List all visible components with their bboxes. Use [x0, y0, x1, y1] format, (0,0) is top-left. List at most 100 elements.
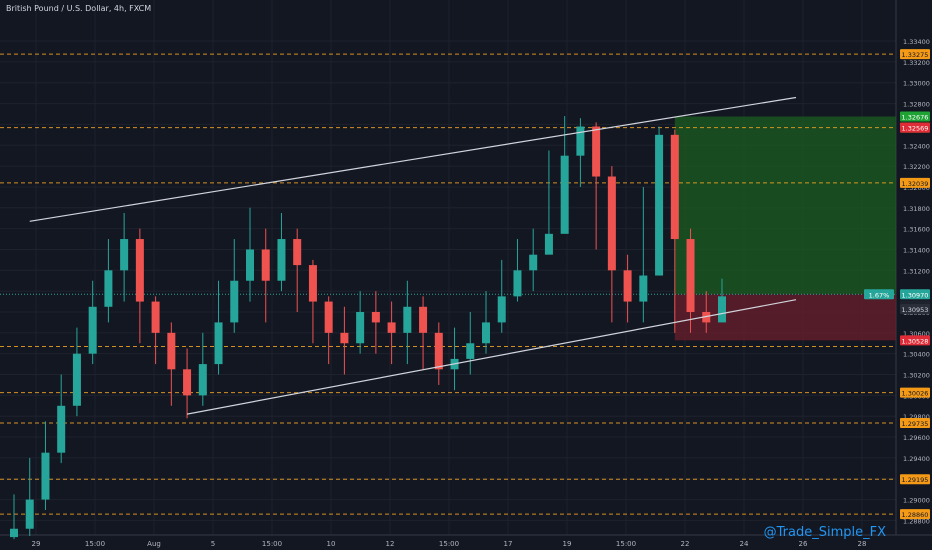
x-tick-label: 22	[681, 540, 690, 548]
candle-body[interactable]	[686, 239, 695, 312]
target-price-tag-text: 1.32676	[902, 113, 929, 121]
candle-body[interactable]	[607, 176, 616, 271]
candle-body[interactable]	[72, 353, 81, 406]
candle-body[interactable]	[41, 452, 50, 500]
candle-body[interactable]	[198, 364, 207, 396]
level-price-tag	[900, 177, 930, 188]
candle-body[interactable]	[277, 239, 286, 281]
target-price-tag	[900, 111, 930, 122]
x-tick-label: 15:00	[616, 540, 636, 548]
x-tick-label: 29	[32, 540, 41, 548]
y-tick-label: 1.30200	[903, 372, 930, 380]
candle-body[interactable]	[576, 126, 585, 156]
current-price-tag-text: 1.30970	[902, 291, 929, 299]
neutral-price-tag	[900, 304, 930, 315]
y-tick-label: 1.32000	[903, 184, 930, 192]
level-price-tag-text: 1.29195	[902, 476, 929, 484]
candle-body[interactable]	[639, 275, 648, 302]
y-tick-label: 1.28800	[903, 517, 930, 525]
level-price-tag	[900, 474, 930, 485]
y-tick-label: 1.31800	[903, 205, 930, 213]
level-price-tag-text: 1.29735	[902, 420, 929, 428]
stop-price-tag-text: 1.32569	[902, 125, 929, 133]
candle-body[interactable]	[403, 306, 412, 333]
y-tick-label: 1.33000	[903, 80, 930, 88]
candle-body[interactable]	[104, 270, 113, 307]
symbol-title[interactable]: British Pound / U.S. Dollar, 4h, FXCM	[6, 4, 152, 13]
candle-body[interactable]	[88, 306, 97, 354]
candle-body[interactable]	[623, 270, 632, 302]
candle-body[interactable]	[497, 296, 506, 323]
current-price-tag	[900, 289, 930, 300]
y-tick-label: 1.29800	[903, 413, 930, 421]
candle-body[interactable]	[560, 155, 569, 234]
candle-body[interactable]	[246, 249, 254, 281]
candle-body[interactable]	[135, 239, 144, 302]
y-tick-label: 1.29600	[903, 434, 930, 442]
level-price-tag-text: 1.32039	[902, 180, 929, 188]
candle-body[interactable]	[670, 134, 679, 240]
y-tick-label: 1.31200	[903, 267, 930, 275]
candle-body[interactable]	[702, 311, 711, 323]
neutral-price-tag-text: 1.30953	[902, 306, 929, 314]
y-tick-label: 1.32200	[903, 163, 930, 171]
x-tick-label: 10	[327, 540, 336, 548]
candle-body[interactable]	[151, 301, 160, 333]
x-tick-label: 26	[799, 540, 808, 548]
x-tick-label: 17	[504, 540, 513, 548]
candle-body[interactable]	[544, 233, 553, 255]
candle-body[interactable]	[340, 332, 349, 344]
candle-body[interactable]	[230, 280, 239, 323]
x-tick-label: 19	[563, 540, 572, 548]
level-price-tag	[900, 387, 930, 398]
level-price-tag	[900, 49, 930, 60]
candle-body[interactable]	[513, 270, 522, 297]
candle-body[interactable]	[592, 126, 601, 177]
y-tick-label: 1.31400	[903, 246, 930, 254]
candle-body[interactable]	[214, 322, 223, 365]
candle-body[interactable]	[120, 239, 129, 271]
candle-body[interactable]	[482, 322, 490, 344]
level-price-tag-text: 1.30026	[902, 390, 929, 398]
candle-body[interactable]	[387, 322, 396, 333]
candle-body[interactable]	[466, 343, 475, 359]
candle-body[interactable]	[261, 249, 270, 281]
y-tick-label: 1.29400	[903, 455, 930, 463]
y-tick-label: 1.29000	[903, 497, 930, 505]
x-tick-label: Aug	[147, 540, 161, 548]
stop-price-tag-text: 1.30528	[902, 337, 929, 345]
candle-body[interactable]	[419, 306, 428, 333]
y-tick-label: 1.30600	[903, 330, 930, 338]
level-price-tag	[900, 417, 930, 428]
channel-upper-trendline[interactable]	[29, 96, 797, 222]
y-tick-label: 1.33400	[903, 38, 930, 46]
y-tick-label: 1.31600	[903, 226, 930, 234]
entry-percent-tag	[864, 289, 894, 300]
candle-body[interactable]	[371, 311, 380, 323]
level-price-tag-text: 1.33275	[902, 51, 929, 59]
x-tick-label: 24	[740, 540, 749, 548]
x-tick-label: 12	[386, 540, 395, 548]
candle-body[interactable]	[25, 499, 34, 529]
level-price-tag	[900, 509, 930, 520]
candle-body[interactable]	[308, 265, 317, 302]
level-price-tag-text: 1.28860	[902, 511, 929, 519]
target-zone[interactable]	[674, 116, 896, 295]
candle-body[interactable]	[183, 369, 192, 396]
entry-percent-tag-text: 1.67%	[869, 291, 890, 299]
candle-body[interactable]	[529, 254, 538, 271]
stop-price-tag	[900, 122, 930, 133]
candle-body[interactable]	[655, 134, 664, 276]
channel-lower-trendline[interactable]	[186, 299, 797, 415]
candle-body[interactable]	[10, 528, 18, 538]
y-tick-label: 1.30400	[903, 351, 930, 359]
candle-body[interactable]	[57, 405, 66, 453]
candle-body[interactable]	[293, 239, 302, 266]
candle-body[interactable]	[718, 296, 726, 323]
candle-body[interactable]	[167, 332, 176, 370]
x-tick-label: 15:00	[85, 540, 105, 548]
candle-body[interactable]	[434, 332, 443, 370]
candle-body[interactable]	[324, 301, 333, 333]
candle-body[interactable]	[356, 311, 365, 344]
